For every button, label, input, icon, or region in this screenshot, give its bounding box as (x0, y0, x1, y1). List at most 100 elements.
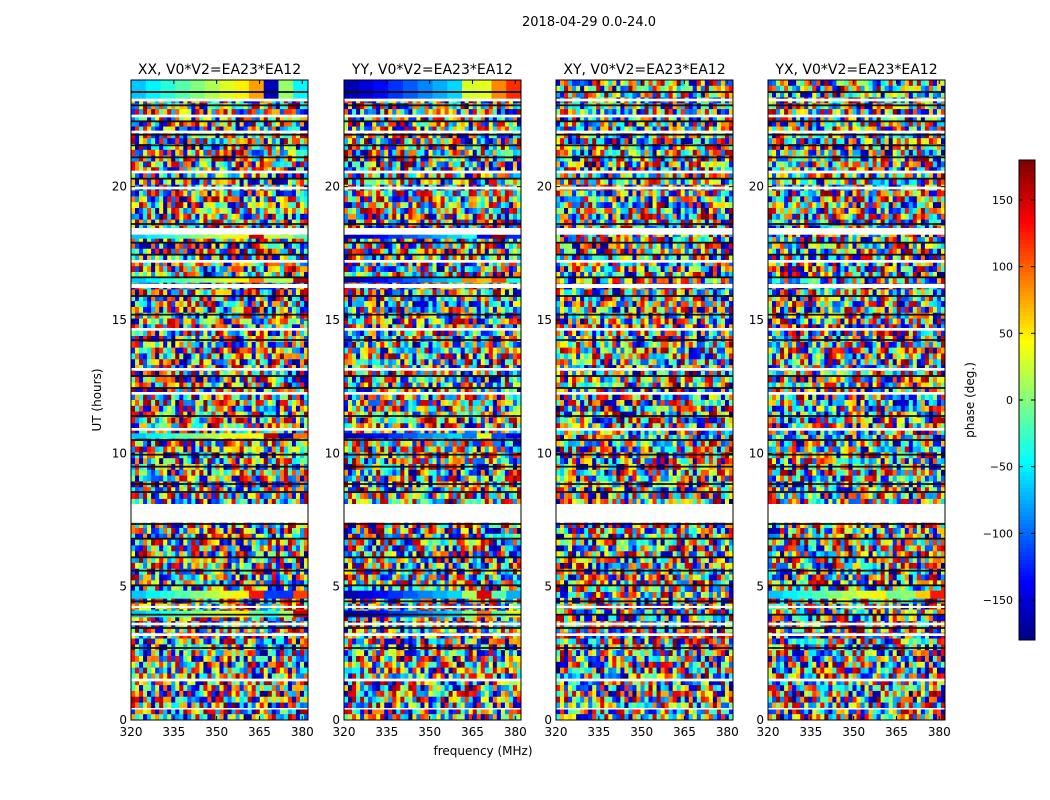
flagged-line (344, 439, 521, 441)
blank-band (768, 228, 945, 235)
colorbar-segment (1019, 404, 1035, 409)
colorbar-segment (1019, 208, 1035, 213)
coherent-band-segment (491, 234, 507, 239)
blank-band (344, 284, 521, 288)
colorbar-segment (1019, 588, 1035, 593)
y-tick-label: 10 (537, 446, 552, 460)
blank-band (556, 170, 733, 174)
flagged-line (556, 627, 733, 629)
flagged-line (344, 453, 521, 456)
coherent-band-segment (234, 433, 250, 439)
blank-band (768, 260, 945, 263)
flagged-line (768, 156, 945, 159)
colorbar-segment (1019, 440, 1035, 445)
blank-band (556, 186, 733, 190)
coherent-band-segment (204, 433, 220, 439)
flagged-line (344, 144, 521, 147)
coherent-band-segment (417, 590, 433, 599)
blank-band (131, 260, 308, 263)
colorbar-segment (1019, 380, 1035, 385)
coherent-band-segment (145, 234, 161, 239)
x-tick-label: 365 (885, 725, 908, 739)
colorbar-segment (1019, 184, 1035, 189)
colorbar-segment (1019, 332, 1035, 337)
coherent-band-segment (204, 590, 220, 599)
coherent-band-segment (249, 433, 265, 439)
flagged-line (556, 223, 733, 225)
panel-title: XX, V0*V2=EA23*EA12 (138, 62, 301, 78)
blank-band (768, 114, 945, 118)
coherent-band-segment (358, 433, 374, 439)
flagged-line (768, 439, 945, 441)
blank-band (556, 114, 733, 118)
flagged-line (556, 491, 733, 493)
colorbar-segment (1019, 608, 1035, 613)
flagged-line (556, 276, 733, 279)
coherent-band-segment (506, 590, 521, 599)
flagged-line (344, 313, 521, 316)
colorbar-segment (1019, 296, 1035, 301)
coherent-band-segment (388, 234, 404, 239)
coherent-band-segment (131, 234, 147, 239)
flagged-line (556, 523, 733, 525)
colorbar-segment (1019, 272, 1035, 277)
flagged-line (131, 241, 308, 244)
flagged-line (131, 483, 308, 485)
blank-band (768, 633, 945, 636)
colorbar-segment (1019, 236, 1035, 241)
coherent-band-segment (190, 277, 206, 283)
y-tick-label: 10 (749, 446, 764, 460)
coherent-band-segment (293, 433, 308, 439)
colorbar-segment (1019, 432, 1035, 437)
colorbar-segment (1019, 628, 1035, 633)
colorbar-segment (1019, 364, 1035, 369)
blank-band (768, 284, 945, 288)
coherent-band-segment (234, 80, 250, 100)
coherent-band-segment (388, 277, 404, 283)
panel-xx: XX, V0*V2=EA23*EA12 320 335 350 365 380 0 5 10 15… (112, 62, 314, 739)
colorbar-segment (1019, 488, 1035, 493)
colorbar-segment (1019, 636, 1035, 641)
flagged-line (131, 415, 308, 417)
coherent-band-segment (506, 277, 521, 283)
colorbar: 150 100 50 0 −50 −100 −150 (983, 159, 1036, 641)
flagged-line (768, 569, 945, 572)
colorbar-tick-label: −100 (983, 527, 1013, 540)
flagged-line (768, 523, 945, 525)
blank-band (556, 392, 733, 395)
y-tick-label: 10 (325, 446, 340, 460)
colorbar-segment (1019, 544, 1035, 549)
flagged-line (556, 453, 733, 456)
flagged-line (131, 104, 308, 107)
flagged-line (556, 253, 733, 256)
blank-band (344, 605, 521, 608)
flagged-line (768, 339, 945, 341)
blank-band (768, 708, 945, 710)
flagged-line (344, 295, 521, 297)
flagged-line (768, 276, 945, 279)
coherent-band-segment (160, 80, 176, 100)
coherent-band-segment (293, 277, 308, 283)
colorbar-segment (1019, 408, 1035, 413)
coherent-band-segment (432, 433, 448, 439)
coherent-band-segment (491, 590, 507, 599)
coherent-band-segment (403, 433, 419, 439)
panel-title: YY, V0*V2=EA23*EA12 (351, 62, 513, 78)
colorbar-segment (1019, 424, 1035, 429)
colorbar-segment (1019, 308, 1035, 313)
flagged-line (344, 223, 521, 225)
coherent-band-segment (263, 433, 279, 439)
coherent-band-segment (219, 433, 235, 439)
blank-band (768, 130, 945, 134)
flagged-line (344, 584, 521, 587)
coherent-band-segment (145, 277, 161, 283)
colorbar-segment (1019, 576, 1035, 581)
blank-band (768, 98, 945, 102)
colorbar-segment (1019, 344, 1035, 349)
coherent-band-segment (447, 277, 463, 283)
colorbar-segment (1019, 392, 1035, 397)
coherent-band-segment (278, 433, 294, 439)
panel-frame (343, 79, 522, 721)
flagged-line (344, 569, 521, 572)
colorbar-segment (1019, 360, 1035, 365)
